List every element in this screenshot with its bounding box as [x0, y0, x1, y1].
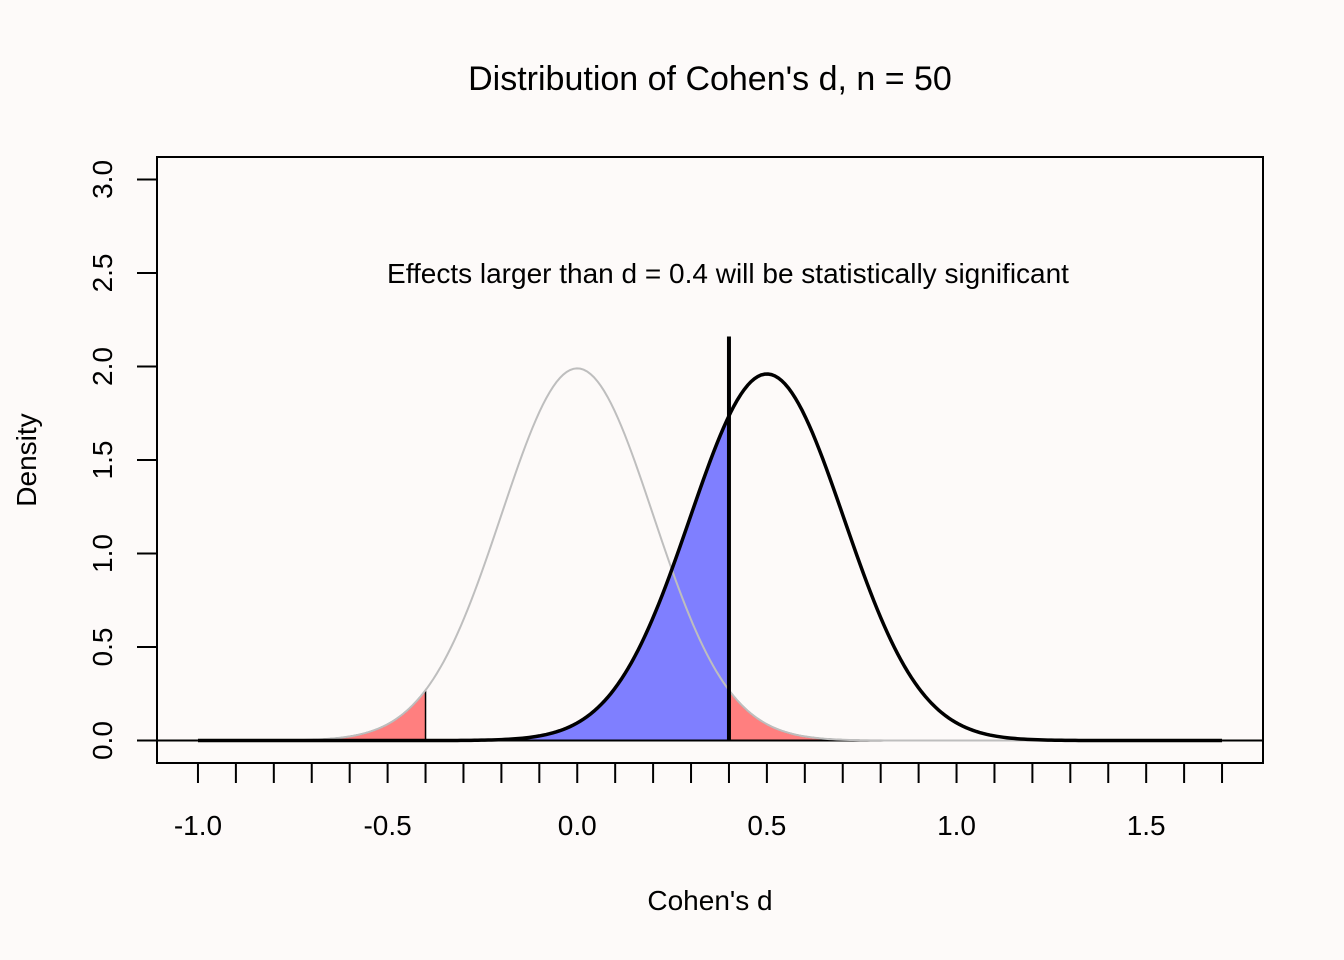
y-tick-label: 2.5: [87, 253, 118, 292]
y-tick-label: 0.5: [87, 628, 118, 667]
y-tick-label: 1.0: [87, 534, 118, 573]
x-tick-label: 1.5: [1127, 810, 1166, 841]
y-tick-label: 1.5: [87, 441, 118, 480]
x-tick-label: -1.0: [174, 810, 222, 841]
x-tick-label: 1.0: [937, 810, 976, 841]
shaded-region-alternative-below-critical: [196, 415, 730, 742]
y-axis-label: Density: [11, 413, 42, 506]
x-axis-label: Cohen's d: [647, 885, 772, 916]
plot-box: [156, 156, 1264, 764]
x-tick-label: 0.5: [747, 810, 786, 841]
x-tick-label: 0.0: [558, 810, 597, 841]
y-tick-label: 2.0: [87, 347, 118, 386]
x-tick-label: -0.5: [363, 810, 411, 841]
chart-title: Distribution of Cohen's d, n = 50: [468, 60, 952, 98]
y-tick-label: 3.0: [87, 160, 118, 199]
density-curve-alternative: [197, 372, 1223, 743]
significance-annotation: Effects larger than d = 0.4 will be stat…: [387, 258, 1069, 289]
y-tick-label: 0.0: [87, 721, 118, 760]
shaded-region-null-left-tail: [196, 687, 427, 742]
